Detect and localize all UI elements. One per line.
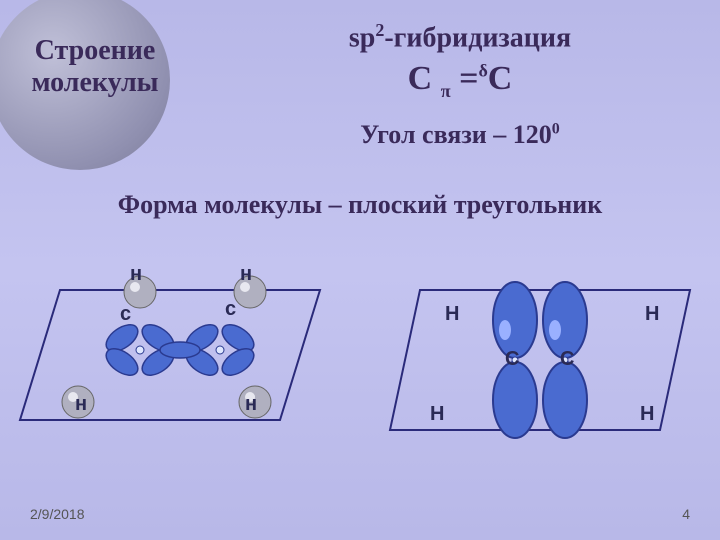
hybr-suffix: -гибридизация — [384, 22, 571, 53]
formula-delta: δ — [478, 61, 487, 81]
bond-angle: Угол связи – 1200 — [260, 120, 660, 150]
svg-text:Н: Н — [640, 403, 654, 425]
molecule-diagrams: ннсснн ННССНН — [0, 250, 720, 470]
svg-text:с: с — [120, 303, 131, 325]
svg-text:С: С — [560, 348, 574, 370]
svg-text:Н: Н — [445, 303, 459, 325]
hybr-sup: 2 — [375, 20, 384, 40]
hybridization-label: sp2-гибридизация — [260, 20, 660, 54]
footer-date: 2/9/2018 — [30, 506, 85, 522]
svg-text:Н: Н — [430, 403, 444, 425]
diagram-area: ннсснн ННССНН — [0, 250, 720, 470]
svg-text:н: н — [75, 393, 87, 415]
svg-text:н: н — [245, 393, 257, 415]
formula-c1: С — [408, 60, 433, 97]
footer-page: 4 — [682, 506, 690, 522]
formula-eq: = — [459, 60, 478, 97]
title-line2: молекулы — [15, 67, 175, 99]
left-orbitals — [102, 319, 259, 380]
molecule-shape: Форма молекулы – плоский треугольник — [0, 190, 720, 220]
angle-label: Угол связи – 120 — [360, 120, 552, 149]
title-block: Строение молекулы — [15, 35, 175, 99]
svg-text:с: с — [225, 298, 236, 320]
title-line1: Строение — [15, 35, 175, 67]
formula-c2: С — [488, 60, 513, 97]
bond-formula: С π =δС — [260, 60, 660, 102]
svg-text:н: н — [240, 263, 252, 285]
svg-text:С: С — [505, 348, 519, 370]
angle-sup: 0 — [552, 120, 560, 137]
shape-text: Форма молекулы – плоский треугольник — [118, 190, 603, 219]
hybr-prefix: sp — [349, 22, 375, 53]
svg-text:Н: Н — [645, 303, 659, 325]
formula-pi: π — [441, 81, 451, 101]
svg-text:н: н — [130, 263, 142, 285]
